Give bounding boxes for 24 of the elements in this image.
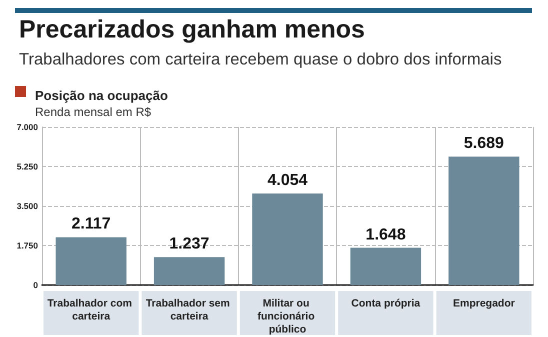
- bar: [350, 248, 422, 285]
- data-label: 5.689: [464, 135, 504, 152]
- y-axis-title: Renda mensal em R$: [35, 105, 152, 119]
- y-tick-label: 0: [33, 280, 38, 290]
- y-tick-label: 1.750: [16, 240, 38, 250]
- x-tick-label: Trabalhador com carteira: [47, 298, 135, 322]
- chart-title: Precarizados ganham menos: [19, 16, 365, 44]
- bar: [252, 193, 323, 285]
- x-tick-label: Militar ou funcionário público: [257, 298, 318, 336]
- x-tick-label: Trabalhador sem carteira: [146, 298, 233, 322]
- chart-subtitle: Trabalhadores com carteira recebem quase o dobro dos informais: [19, 50, 502, 68]
- bar: [56, 237, 126, 285]
- data-label: 1.648: [366, 226, 406, 244]
- y-tick-label: 7.000: [16, 122, 38, 132]
- data-label: 4.054: [267, 172, 308, 189]
- y-tick-label: 3.500: [16, 201, 38, 211]
- y-tick-label: 5.250: [16, 162, 38, 172]
- data-label: 1.237: [169, 236, 210, 253]
- bar: [448, 156, 520, 285]
- bar: [154, 257, 225, 285]
- x-tick-label: Conta própria: [351, 298, 420, 310]
- data-label: 2.117: [72, 216, 111, 233]
- x-tick-label: Empregador: [452, 298, 515, 310]
- x-axis-title: Posição na ocupação: [35, 88, 168, 103]
